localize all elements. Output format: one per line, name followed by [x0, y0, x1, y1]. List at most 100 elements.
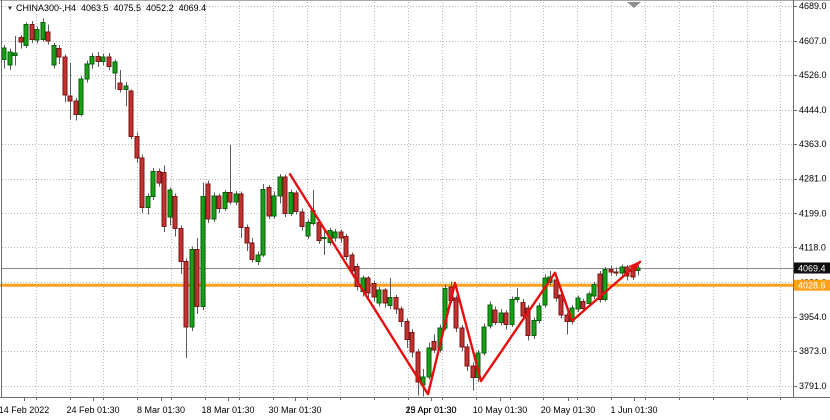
bull-candle-body [222, 191, 228, 210]
time-axis-label: 25 Apr 01:30 [405, 405, 456, 415]
bear-candle-body [178, 227, 184, 262]
bull-candle-body [40, 21, 46, 40]
symbol-dropdown-icon[interactable]: ▼ [7, 6, 13, 12]
price-axis-label: 4526.0 [799, 70, 827, 80]
bear-candle-body [597, 273, 603, 300]
bear-candle-body [183, 260, 189, 328]
symbol-period-label: CHINA300-,H4 [15, 3, 76, 13]
price-axis-label: 4689.0 [799, 1, 827, 11]
bear-candle-body [161, 172, 167, 228]
time-axis: 14 Feb 2022 24 Feb 01:30 8 Mar 01:30 18 Mar… [0, 397, 781, 415]
bull-candle-body [591, 284, 597, 297]
bear-candle-body [608, 268, 614, 273]
low-value: 4052.2 [146, 3, 174, 13]
bear-candle-body [172, 196, 178, 229]
candles [1, 18, 641, 397]
bear-candle-body [459, 327, 465, 348]
open-value: 4063.5 [80, 3, 109, 13]
bear-candle-body [216, 195, 222, 210]
bear-candle-body [194, 249, 200, 308]
bull-candle-body [332, 231, 338, 239]
bear-candle-body [45, 31, 51, 42]
bull-candle-body [426, 347, 432, 378]
price-axis-label: 3791.0 [799, 381, 827, 391]
bear-candle-body [227, 191, 233, 203]
bear-candle-body [106, 56, 112, 67]
bear-candle-body [117, 82, 123, 91]
bull-candle-body [51, 44, 57, 66]
close-value: 4069.4 [178, 3, 207, 13]
price-axis-label: 4607.0 [799, 36, 827, 46]
bull-candle-body [233, 193, 239, 203]
bear-candle-body [244, 227, 250, 244]
high-value: 4075.5 [113, 3, 142, 13]
price-axis-label: 4281.0 [799, 174, 827, 184]
bull-candle-body [271, 195, 277, 217]
bear-candle-body [18, 36, 24, 43]
bear-candle-body [282, 176, 288, 215]
bear-candle-body [503, 312, 509, 325]
bear-candle-body [580, 301, 586, 310]
bear-candle-body [299, 211, 305, 228]
bull-candle-body [12, 52, 18, 56]
bear-candle-body [553, 279, 559, 299]
bear-candle-body [409, 331, 415, 353]
level-price-badge-text: 4028.6 [798, 281, 826, 291]
bear-candle-body [343, 235, 349, 257]
time-axis-label: 30 Mar 01:30 [268, 405, 321, 415]
bull-candle-body [145, 196, 151, 209]
bear-candle-body [205, 183, 211, 220]
bear-candle-body [293, 192, 299, 212]
bull-candle-body [1, 47, 7, 60]
bull-candle-body [23, 24, 29, 46]
bull-candle-body [100, 56, 106, 62]
bull-candle-body [531, 320, 537, 336]
bear-candle-body [492, 309, 498, 323]
bear-candle-body [404, 320, 410, 341]
bull-candle-body [211, 195, 217, 220]
bear-candle-body [156, 170, 162, 184]
chart-frame [0, 0, 830, 398]
trend-arrowhead-icon [628, 260, 642, 273]
bear-candle-body [134, 136, 140, 159]
time-axis-label: 10 May 01:30 [473, 405, 528, 415]
price-axis-label: 3873.0 [799, 346, 827, 356]
level-price-badge [794, 279, 830, 291]
bear-candle-body [128, 90, 134, 138]
time-axis-label: 1 Jun 01:30 [610, 405, 657, 415]
bear-candle-body [431, 341, 437, 351]
bear-candle-body [520, 301, 526, 317]
bull-candle-body [321, 236, 327, 239]
bear-candle-body [249, 242, 255, 260]
bear-candle-body [393, 296, 399, 310]
current-price-badge [794, 262, 830, 274]
orange-level-line[interactable] [0, 283, 793, 287]
time-axis-label: 13 Apr 01:30 [405, 405, 456, 415]
price-axis-label: 4199.0 [799, 208, 827, 218]
bear-candle-body [316, 221, 322, 242]
price-axis-label: 3954.0 [799, 312, 827, 322]
bull-candle-body [84, 63, 90, 80]
bull-candle-body [498, 312, 504, 323]
time-axis-label: 20 May 01:30 [541, 405, 596, 415]
price-axis-label: 4118.0 [799, 243, 826, 253]
bull-candle-body [255, 254, 261, 262]
time-axis-label: 14 Feb 2022 [0, 405, 49, 415]
bull-candle-body [78, 78, 84, 116]
bull-candle-body [34, 28, 40, 41]
trend-zigzag-line[interactable] [288, 173, 642, 396]
price-axis-label: 4363.0 [799, 139, 827, 149]
bear-candle-body [558, 294, 564, 316]
bull-candle-body [536, 305, 542, 322]
bear-candle-body [470, 365, 476, 379]
price-axis-label: 4444.0 [799, 105, 827, 115]
bear-candle-body [382, 289, 388, 304]
bear-candle-body [67, 95, 73, 102]
chart-shift-marker-icon[interactable] [627, 2, 641, 8]
bull-candle-body [481, 326, 487, 354]
bear-candle-body [62, 56, 68, 96]
bear-candle-body [371, 282, 377, 298]
